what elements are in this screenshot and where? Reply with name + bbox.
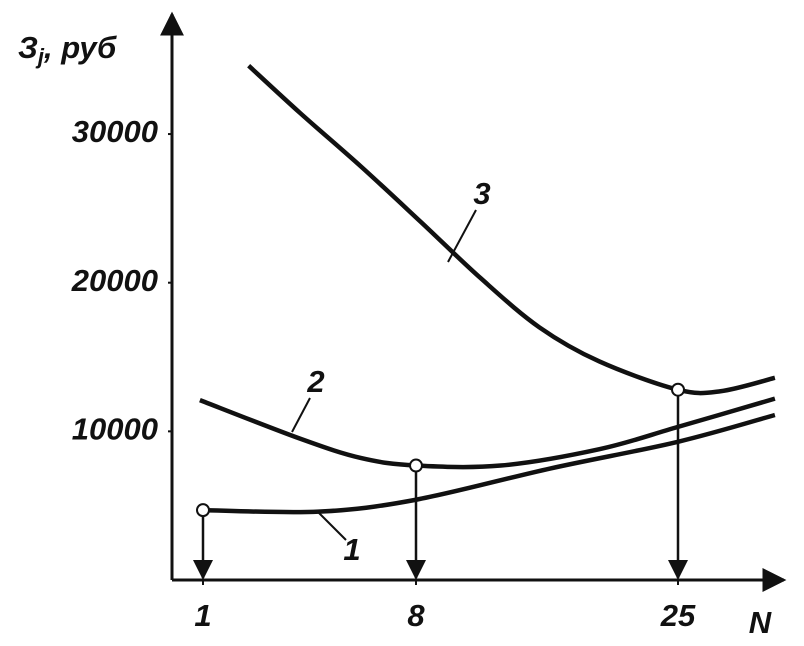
y-label-subscript: j — [35, 44, 45, 69]
x-tick-label: 25 — [660, 598, 696, 633]
optimum-marker — [409, 458, 423, 473]
y-label-unit: , руб — [43, 30, 117, 65]
line-series — [247, 64, 776, 396]
label-leader — [317, 511, 347, 541]
x-tick-label: 8 — [407, 598, 425, 633]
series-label: 2 — [306, 364, 324, 399]
y-tick-label: 10000 — [72, 412, 158, 447]
series-label: 1 — [343, 532, 360, 567]
label-leader — [291, 397, 311, 433]
label-leader — [447, 209, 477, 263]
y-label-symbol: З — [18, 30, 38, 65]
series-label: 3 — [473, 176, 490, 211]
y-tick-label: 20000 — [71, 263, 158, 298]
y-tick-label: 30000 — [72, 114, 158, 149]
line-series — [202, 412, 776, 515]
line-series — [199, 396, 776, 470]
optimum-marker — [196, 503, 210, 518]
optimum-marker — [671, 382, 685, 397]
y-axis-label: Зj, руб — [18, 30, 117, 69]
x-tick-label: 1 — [194, 598, 211, 633]
x-axis-label: N — [749, 605, 772, 640]
